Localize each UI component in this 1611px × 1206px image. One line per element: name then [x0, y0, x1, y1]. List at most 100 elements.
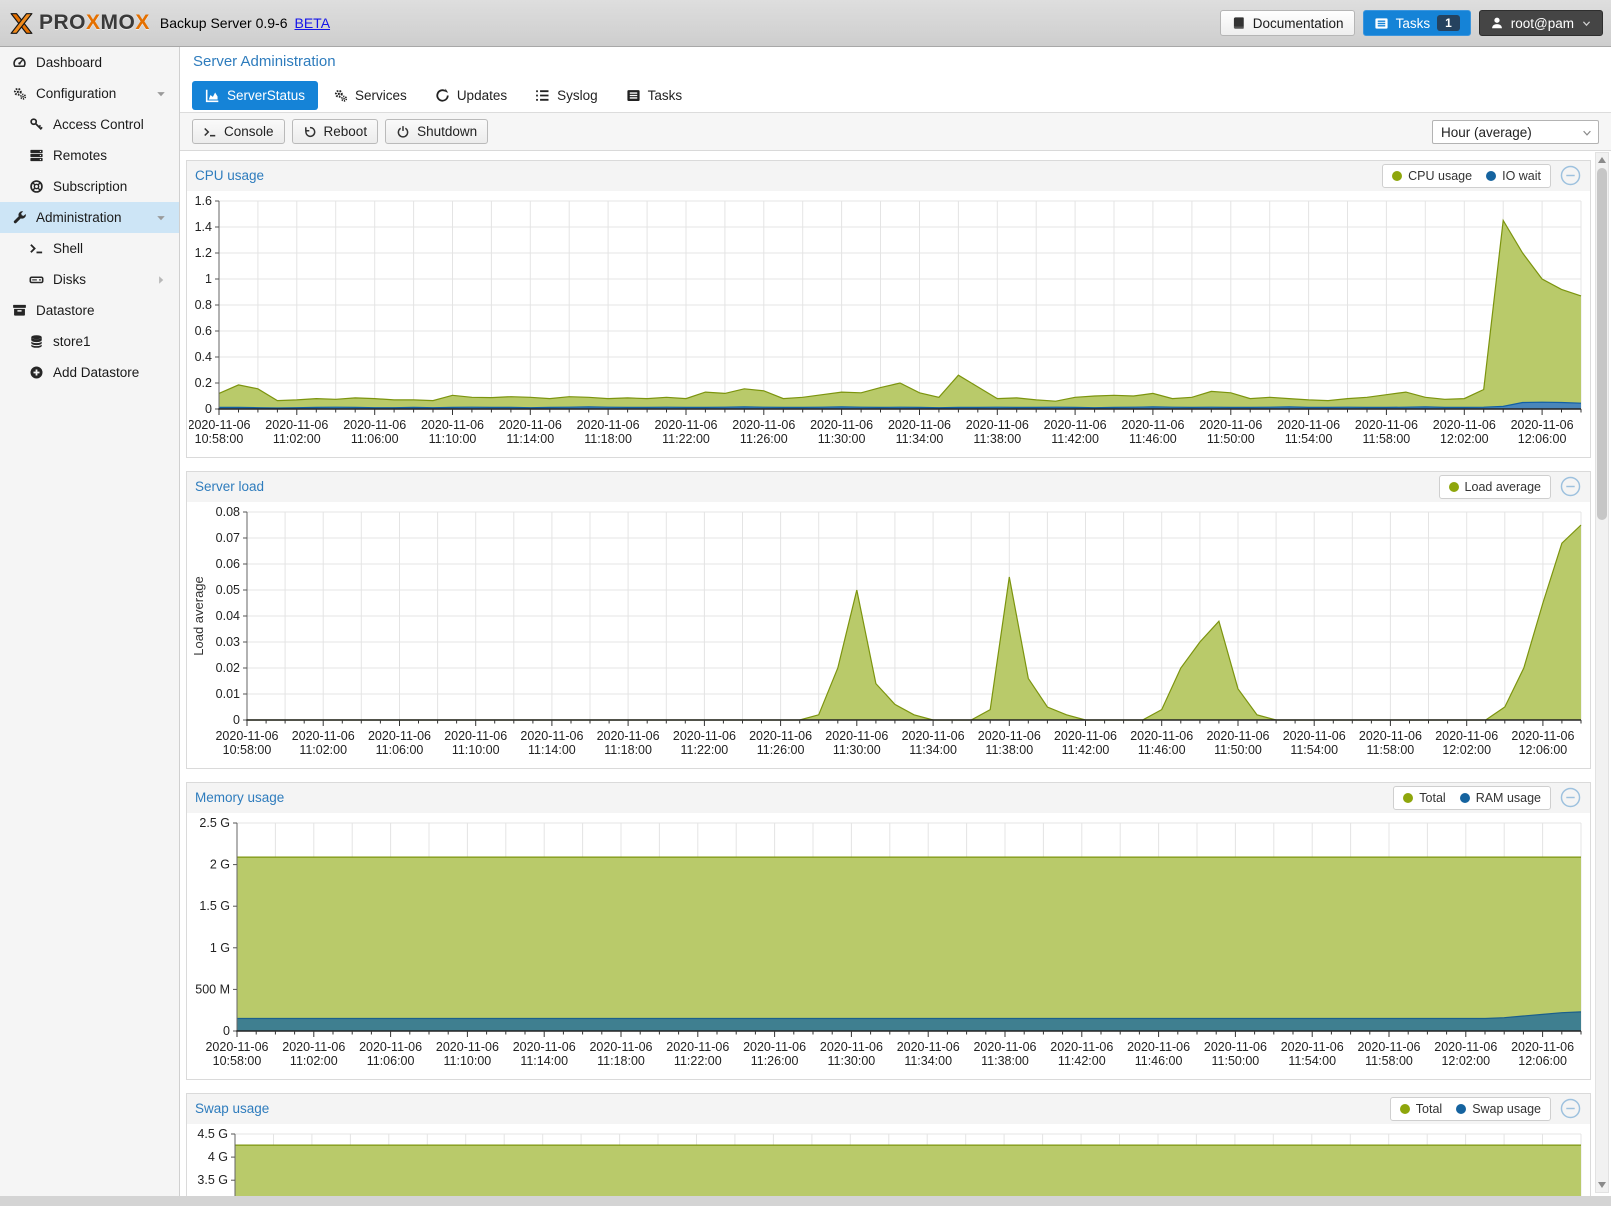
product-version: Backup Server 0.9-6 [160, 15, 288, 31]
sidebar-item-label: Administration [36, 210, 122, 225]
svg-text:2020-11-06: 2020-11-06 [265, 418, 328, 432]
cpu-usage-chart: 00.20.40.60.811.21.41.62020-11-0610:58:0… [189, 193, 1586, 455]
tasks-list-icon [1374, 16, 1389, 31]
svg-text:11:42:00: 11:42:00 [1062, 743, 1110, 757]
tab-syslog[interactable]: Syslog [522, 81, 611, 110]
tab-tasks[interactable]: Tasks [613, 81, 696, 110]
sidebar-item-disks[interactable]: Disks [0, 264, 179, 295]
wrench-icon [10, 210, 28, 225]
chart-title: Memory usage [195, 783, 284, 813]
svg-text:12:02:00: 12:02:00 [1440, 432, 1489, 446]
panel-body: 00.20.40.60.811.21.41.62020-11-0610:58:0… [187, 191, 1590, 458]
chart-legend: TotalSwap usage [1390, 1097, 1551, 1121]
console-button[interactable]: Console [192, 119, 285, 144]
tab-serverstatus[interactable]: ServerStatus [192, 81, 318, 110]
svg-text:1.2: 1.2 [195, 246, 212, 260]
svg-text:2020-11-06: 2020-11-06 [902, 729, 965, 743]
svg-text:2020-11-06: 2020-11-06 [359, 1040, 422, 1054]
svg-text:0.07: 0.07 [216, 531, 240, 545]
tab-updates[interactable]: Updates [422, 81, 520, 110]
svg-text:11:14:00: 11:14:00 [520, 1054, 568, 1068]
svg-text:11:10:00: 11:10:00 [429, 432, 477, 446]
svg-text:2020-11-06: 2020-11-06 [666, 1040, 729, 1054]
svg-text:0.05: 0.05 [216, 583, 240, 597]
svg-text:2020-11-06: 2020-11-06 [673, 729, 736, 743]
vertical-scrollbar[interactable] [1595, 152, 1609, 1193]
legend-item: CPU usage [1392, 169, 1472, 183]
svg-text:11:02:00: 11:02:00 [299, 743, 347, 757]
svg-text:12:02:00: 12:02:00 [1441, 1054, 1490, 1068]
sidebar-item-subscription[interactable]: Subscription [0, 171, 179, 202]
page-title: Server Administration [193, 53, 336, 70]
svg-text:11:46:00: 11:46:00 [1129, 432, 1177, 446]
collapse-panel-button[interactable] [1560, 787, 1581, 813]
tab-label: Syslog [557, 88, 598, 103]
server-list-icon [27, 148, 45, 163]
shutdown-button[interactable]: Shutdown [385, 119, 488, 144]
caret-right-icon [152, 274, 170, 286]
area-chart-icon [205, 88, 220, 103]
gears-icon [333, 88, 348, 103]
reboot-button[interactable]: Reboot [292, 119, 379, 144]
documentation-button[interactable]: Documentation [1220, 10, 1355, 36]
scrollbar-thumb[interactable] [1597, 168, 1607, 520]
list-box-icon [626, 88, 641, 103]
timeframe-select[interactable]: Hour (average) [1432, 120, 1599, 144]
panel-header: CPU usageCPU usageIO wait [187, 161, 1590, 191]
svg-text:2.5 G: 2.5 G [199, 816, 230, 830]
legend-label: Total [1416, 1102, 1442, 1116]
svg-text:2020-11-06: 2020-11-06 [973, 1040, 1036, 1054]
sidebar-item-label: Remotes [53, 148, 107, 163]
svg-text:2020-11-06: 2020-11-06 [1511, 418, 1574, 432]
sidebar-item-store1[interactable]: store1 [0, 326, 179, 357]
svg-text:2020-11-06: 2020-11-06 [1435, 729, 1498, 743]
svg-text:11:06:00: 11:06:00 [351, 432, 399, 446]
svg-text:11:54:00: 11:54:00 [1288, 1054, 1336, 1068]
panel-swap-usage: Swap usageTotalSwap usage0500 M1 G1.5 G2… [186, 1093, 1591, 1196]
svg-text:11:06:00: 11:06:00 [376, 743, 424, 757]
console-label: Console [224, 124, 274, 139]
collapse-panel-button[interactable] [1560, 476, 1581, 502]
tab-services[interactable]: Services [320, 81, 420, 110]
collapse-panel-button[interactable] [1560, 1098, 1581, 1124]
sidebar-item-access-control[interactable]: Access Control [0, 109, 179, 140]
legend-dot-icon [1486, 171, 1496, 181]
svg-text:11:34:00: 11:34:00 [896, 432, 944, 446]
svg-text:2020-11-06: 2020-11-06 [1044, 418, 1107, 432]
scroll-down-arrow[interactable] [1598, 1182, 1606, 1188]
svg-text:12:06:00: 12:06:00 [1518, 1054, 1567, 1068]
sidebar-item-label: Datastore [36, 303, 95, 318]
svg-text:2020-11-06: 2020-11-06 [597, 729, 660, 743]
sidebar-item-configuration[interactable]: Configuration [0, 78, 179, 109]
svg-text:11:58:00: 11:58:00 [1363, 432, 1411, 446]
svg-text:0.8: 0.8 [195, 298, 212, 312]
sidebar-item-datastore[interactable]: Datastore [0, 295, 179, 326]
sidebar-item-dashboard[interactable]: Dashboard [0, 47, 179, 78]
panel-body: 0500 M1 G1.5 G2 G2.5 G2020-11-0610:58:00… [187, 813, 1590, 1080]
sidebar-item-shell[interactable]: Shell [0, 233, 179, 264]
chart-title: Server load [195, 472, 264, 502]
svg-text:2020-11-06: 2020-11-06 [1127, 1040, 1190, 1054]
sidebar-item-remotes[interactable]: Remotes [0, 140, 179, 171]
sidebar-item-label: Configuration [36, 86, 116, 101]
svg-text:0.01: 0.01 [216, 687, 240, 701]
tab-label: Services [355, 88, 407, 103]
charts-area: CPU usageCPU usageIO wait00.20.40.60.811… [186, 160, 1591, 1196]
reboot-label: Reboot [324, 124, 368, 139]
terminal-icon [203, 125, 217, 139]
svg-text:2020-11-06: 2020-11-06 [825, 729, 888, 743]
tab-label: Tasks [648, 88, 683, 103]
beta-link[interactable]: BETA [295, 15, 331, 31]
svg-text:2020-11-06: 2020-11-06 [1433, 418, 1496, 432]
user-menu-button[interactable]: root@pam [1479, 10, 1603, 36]
book-icon [1231, 16, 1246, 31]
svg-text:11:18:00: 11:18:00 [604, 743, 652, 757]
collapse-panel-button[interactable] [1560, 165, 1581, 191]
tasks-button[interactable]: Tasks 1 [1363, 10, 1471, 36]
sidebar-item-add-datastore[interactable]: Add Datastore [0, 357, 179, 388]
svg-text:11:46:00: 11:46:00 [1135, 1054, 1183, 1068]
sidebar-item-administration[interactable]: Administration [0, 202, 179, 233]
svg-text:2020-11-06: 2020-11-06 [810, 418, 873, 432]
svg-text:11:22:00: 11:22:00 [681, 743, 729, 757]
scroll-up-arrow[interactable] [1598, 157, 1606, 163]
